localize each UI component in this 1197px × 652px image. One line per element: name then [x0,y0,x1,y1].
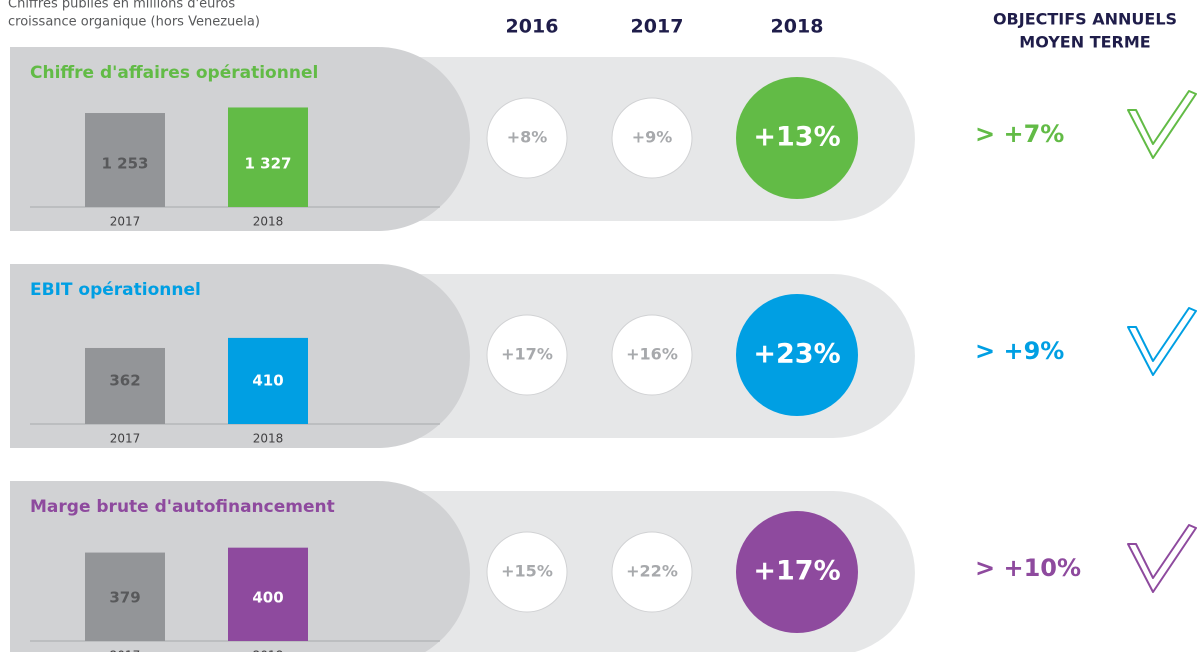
column-header: 2016 [506,16,559,38]
bar-value-label: 379 [109,589,140,607]
growth-label: +23% [753,339,840,370]
growth-circle-highlight [736,77,858,199]
bar-value-label: 400 [252,589,283,607]
bar-value-label: 1 253 [102,155,149,173]
x-tick-label: 2017 [110,432,141,446]
growth-label: +22% [626,562,678,581]
metric-title: Marge brute d'autofinancement [30,497,335,517]
growth-circle [486,314,568,396]
metric-title: Chiffre d'affaires opérationnel [30,63,318,83]
growth-circle-highlight [736,294,858,416]
growth-label: +15% [501,562,553,581]
bar-value-label: 362 [109,372,140,390]
growth-label: +13% [753,122,840,153]
objective-label: > +7% [975,120,1064,148]
x-tick-label: 2018 [253,432,284,446]
growth-label: +9% [632,128,673,147]
growth-circle [611,314,693,396]
bar [85,347,165,424]
growth-label: +17% [501,345,553,364]
metric-title: EBIT opérationnel [30,280,201,300]
checkmark [1127,90,1197,159]
objectives-header: MOYEN TERME [1019,33,1150,52]
bar [228,107,308,207]
x-tick-label: 2017 [110,649,141,652]
note-line: croissance organique (hors Venezuela) [8,15,260,30]
column-header: 2018 [771,16,824,38]
objective-label: > +9% [975,337,1064,365]
objective-label: > +10% [975,554,1081,582]
column-header: 2017 [631,16,684,38]
bar-value-label: 410 [252,372,283,390]
growth-label: +16% [626,345,678,364]
growth-circle [611,97,693,179]
bar [85,113,165,207]
bar [85,552,165,641]
x-tick-label: 2018 [253,649,284,652]
x-tick-label: 2018 [253,215,284,229]
x-tick-label: 2017 [110,215,141,229]
growth-label: +17% [753,556,840,587]
note-line: Chiffres publiés en millions d'euros [8,0,235,12]
growth-circle [486,97,568,179]
growth-circle [611,531,693,613]
bar [228,547,308,641]
objectives-header: OBJECTIFS ANNUELS [993,10,1177,29]
checkmark [1127,307,1197,376]
growth-label: +8% [507,128,548,147]
bar [228,337,308,424]
growth-circle-highlight [736,511,858,633]
checkmark [1127,524,1197,593]
bar-value-label: 1 327 [245,155,292,173]
growth-circle [486,531,568,613]
